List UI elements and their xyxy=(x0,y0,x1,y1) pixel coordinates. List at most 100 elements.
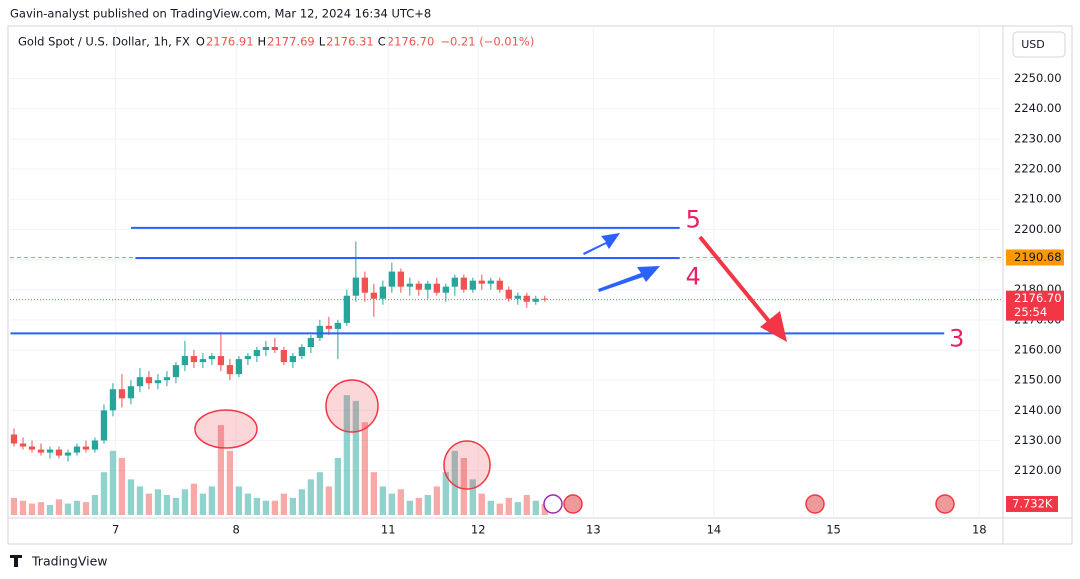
volume-tag-label: 7.732K xyxy=(1012,496,1053,510)
x-tick-label: 7 xyxy=(112,523,119,537)
volume-bar xyxy=(28,503,36,515)
x-tick-label: 11 xyxy=(381,523,396,537)
candle-body xyxy=(433,283,440,293)
volume-bar xyxy=(208,486,216,515)
volume-bar xyxy=(10,497,18,515)
event-icon[interactable] xyxy=(563,494,583,514)
x-tick-label: 8 xyxy=(233,523,240,537)
candle-body xyxy=(262,346,270,351)
volume-bar xyxy=(172,497,180,515)
arrow xyxy=(598,266,660,292)
volume-bar xyxy=(181,489,189,515)
candle-body xyxy=(172,365,180,378)
alert-tag xyxy=(1006,249,1064,266)
wave-label: 3 xyxy=(949,324,964,352)
volume-bar xyxy=(334,457,342,515)
event-icon[interactable] xyxy=(935,494,955,514)
volume-bar xyxy=(145,493,153,515)
y-tick-label: 2120.00 xyxy=(1014,463,1062,477)
candle-body xyxy=(118,389,126,399)
volume-bar xyxy=(469,479,476,515)
legend-key: H xyxy=(258,35,267,49)
volume-bar xyxy=(307,479,315,515)
volume-bar xyxy=(325,486,333,515)
volume-bar xyxy=(424,495,431,515)
candle-body xyxy=(55,449,63,456)
volume-bar xyxy=(505,497,512,515)
volume-bar xyxy=(235,486,243,515)
volume-bar xyxy=(433,486,440,515)
volume-bar xyxy=(226,450,234,515)
legend-value: 2176.70 xyxy=(387,35,435,49)
candle-body xyxy=(388,271,395,287)
volume-bar xyxy=(253,497,261,515)
candle-body xyxy=(415,283,422,290)
volume-bar xyxy=(46,505,54,515)
candle-body xyxy=(379,286,386,299)
candle-body xyxy=(298,346,306,357)
plot: 2120.002130.002140.002150.002160.002170.… xyxy=(10,26,1064,537)
candle-body xyxy=(397,271,404,287)
publisher: Gavin-analyst published on TradingView.c… xyxy=(10,7,431,21)
event-icon[interactable] xyxy=(543,494,563,514)
highlight-ellipse xyxy=(443,440,491,490)
volume-bar xyxy=(298,489,306,515)
event-icon[interactable] xyxy=(805,494,825,514)
candle-body xyxy=(469,280,476,290)
y-tick-label: 2240.00 xyxy=(1014,101,1062,115)
alert-tag-label: 2190.68 xyxy=(1014,250,1062,264)
candle-body xyxy=(10,434,18,444)
y-tick-label: 2150.00 xyxy=(1014,373,1062,387)
symbol: Gold Spot / U.S. Dollar, 1h, FX xyxy=(18,35,190,49)
arrow xyxy=(583,233,620,255)
volume-bar xyxy=(532,500,539,515)
candle-body xyxy=(325,325,333,329)
y-tick-label: 2200.00 xyxy=(1014,222,1062,236)
candle-body xyxy=(109,389,117,411)
volume-bar xyxy=(244,493,252,515)
candle-body xyxy=(460,277,467,290)
candle-body xyxy=(91,440,99,450)
candle-body xyxy=(334,322,342,329)
wave-label: 5 xyxy=(686,205,701,233)
volume-bar xyxy=(451,450,458,515)
volume-bar xyxy=(496,503,503,515)
currency-button[interactable] xyxy=(1012,31,1066,58)
volume-bar xyxy=(415,497,422,515)
volume-bar xyxy=(406,500,413,515)
currency: USD xyxy=(1021,38,1045,51)
candle-body xyxy=(361,277,369,293)
volume-bar xyxy=(127,479,135,515)
candle-body xyxy=(316,325,324,338)
candle-body xyxy=(199,359,207,363)
candle-body xyxy=(253,350,261,357)
candle-body xyxy=(514,295,521,299)
volume-bar xyxy=(64,503,72,515)
legend-key: C xyxy=(378,35,386,49)
candle-body xyxy=(163,377,171,381)
volume-bar xyxy=(523,495,530,515)
x-tick-label: 13 xyxy=(586,523,601,537)
volume-bar xyxy=(163,495,171,515)
candle-body xyxy=(154,380,162,384)
candle-body xyxy=(532,298,539,302)
volume-bar xyxy=(37,502,45,515)
candle-body xyxy=(541,298,548,300)
volume-tag xyxy=(1006,495,1058,512)
x-tick-label: 14 xyxy=(707,523,722,537)
volume-bar xyxy=(343,395,351,515)
candle-body xyxy=(217,356,225,366)
candle-body xyxy=(343,295,351,323)
y-tick-label: 2210.00 xyxy=(1014,192,1062,206)
volume-bar xyxy=(460,457,467,515)
candle-body xyxy=(487,280,494,284)
candle-body xyxy=(496,280,503,290)
wave-label: 4 xyxy=(686,263,701,291)
candle-body xyxy=(280,350,288,363)
volume-bar xyxy=(109,450,117,515)
y-tick-label: 2220.00 xyxy=(1014,162,1062,176)
candle-body xyxy=(190,356,198,363)
candle-body xyxy=(82,446,90,450)
x-tick-label: 15 xyxy=(826,523,841,537)
